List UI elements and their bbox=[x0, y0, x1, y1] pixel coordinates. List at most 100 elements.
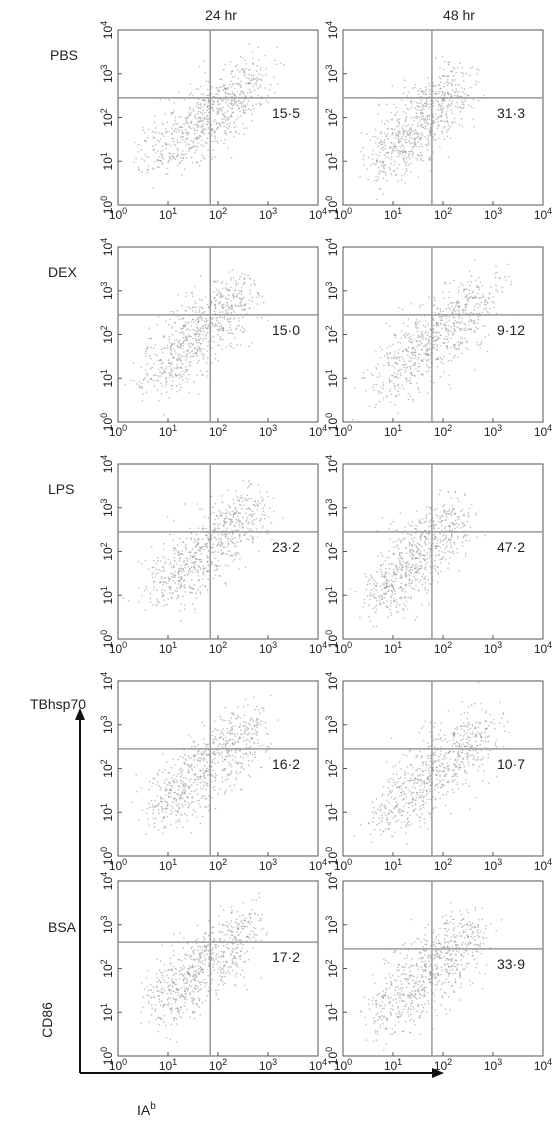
scatter-point bbox=[221, 746, 224, 748]
scatter-point bbox=[197, 318, 200, 321]
scatter-point bbox=[446, 81, 448, 83]
scatter-point bbox=[193, 808, 195, 811]
scatter-point bbox=[203, 567, 205, 570]
scatter-point bbox=[454, 310, 457, 313]
scatter-point bbox=[429, 157, 432, 160]
scatter-point bbox=[205, 317, 207, 320]
scatter-point bbox=[215, 566, 218, 568]
scatter-point bbox=[386, 127, 389, 130]
scatter-point bbox=[229, 722, 231, 724]
scatter-point bbox=[384, 144, 387, 147]
scatter-point bbox=[452, 333, 454, 336]
scatter-point bbox=[211, 506, 214, 509]
scatter-point bbox=[396, 569, 398, 571]
scatter-point bbox=[230, 521, 232, 524]
scatter-point bbox=[217, 110, 220, 112]
scatter-point bbox=[183, 561, 185, 564]
scatter-point bbox=[425, 102, 427, 104]
scatter-point bbox=[190, 756, 193, 759]
scatter-point bbox=[205, 745, 207, 748]
scatter-point bbox=[422, 573, 424, 576]
scatter-point bbox=[429, 354, 432, 357]
scatter-point bbox=[424, 543, 427, 546]
scatter-point bbox=[429, 348, 431, 350]
scatter-point bbox=[142, 393, 144, 395]
scatter-point bbox=[401, 127, 403, 129]
scatter-point bbox=[395, 395, 397, 398]
scatter-point bbox=[212, 101, 215, 104]
scatter-point bbox=[456, 497, 459, 500]
scatter-point bbox=[426, 353, 429, 356]
scatter-point bbox=[225, 533, 227, 536]
scatter-point bbox=[207, 516, 210, 519]
scatter-point bbox=[371, 374, 374, 377]
scatter-point bbox=[183, 604, 186, 606]
scatter-point bbox=[219, 293, 221, 296]
scatter-point bbox=[442, 127, 445, 129]
scatter-point bbox=[174, 548, 177, 550]
scatter-point bbox=[458, 524, 460, 526]
scatter-point bbox=[383, 582, 386, 584]
scatter-point bbox=[230, 722, 233, 724]
scatter-point bbox=[380, 571, 383, 573]
scatter-point bbox=[466, 520, 469, 523]
scatter-point bbox=[400, 146, 402, 148]
row-label-lps: LPS bbox=[48, 481, 74, 497]
scatter-point bbox=[378, 173, 381, 175]
scatter-point bbox=[246, 729, 249, 731]
scatter-point bbox=[178, 820, 181, 823]
scatter-point bbox=[364, 573, 366, 575]
scatter-point bbox=[170, 350, 172, 352]
scatter-point bbox=[260, 766, 262, 769]
scatter-point bbox=[452, 550, 454, 553]
scatter-point bbox=[393, 354, 396, 357]
scatter-point bbox=[458, 286, 460, 288]
scatter-point bbox=[458, 310, 461, 312]
scatter-point bbox=[189, 591, 191, 594]
scatter-point bbox=[164, 604, 167, 606]
scatter-point bbox=[426, 128, 429, 130]
scatter-point bbox=[235, 118, 238, 121]
scatter-point bbox=[392, 145, 395, 148]
scatter-point bbox=[250, 497, 253, 500]
scatter-point bbox=[206, 546, 208, 549]
scatter-point bbox=[421, 91, 424, 94]
scatter-point bbox=[436, 539, 439, 541]
scatter-point bbox=[226, 727, 228, 730]
scatter-point bbox=[242, 57, 244, 59]
scatter-point bbox=[166, 121, 168, 123]
scatter-point bbox=[416, 321, 418, 323]
scatter-point bbox=[163, 780, 166, 782]
scatter-point bbox=[230, 72, 232, 75]
scatter-point bbox=[168, 143, 171, 146]
scatter-point bbox=[401, 384, 404, 387]
scatter-point bbox=[203, 330, 205, 333]
scatter-point bbox=[413, 120, 415, 122]
scatter-point bbox=[183, 168, 186, 171]
scatter-point bbox=[409, 551, 411, 553]
scatter-point bbox=[388, 557, 391, 559]
scatter-point bbox=[191, 579, 193, 581]
scatter-point bbox=[207, 743, 209, 746]
scatter-point bbox=[216, 107, 218, 110]
scatter-point bbox=[236, 325, 239, 328]
scatter-point bbox=[480, 301, 482, 304]
scatter-point bbox=[399, 140, 402, 143]
scatter-point bbox=[212, 335, 215, 338]
scatter-point bbox=[260, 317, 263, 319]
scatter-point bbox=[204, 324, 206, 327]
scatter-point bbox=[407, 124, 410, 126]
scatter-point bbox=[181, 550, 183, 552]
scatter-point bbox=[203, 157, 206, 160]
scatter-point bbox=[443, 337, 446, 340]
scatter-point bbox=[157, 368, 160, 371]
scatter-point bbox=[232, 714, 235, 716]
scatter-point bbox=[168, 359, 170, 361]
scatter-point bbox=[157, 774, 159, 776]
scatter-point bbox=[175, 563, 178, 565]
scatter-point bbox=[196, 124, 198, 126]
scatter-point bbox=[173, 778, 175, 781]
scatter-point bbox=[178, 787, 181, 789]
scatter-point bbox=[196, 162, 199, 164]
scatter-point bbox=[228, 318, 231, 320]
